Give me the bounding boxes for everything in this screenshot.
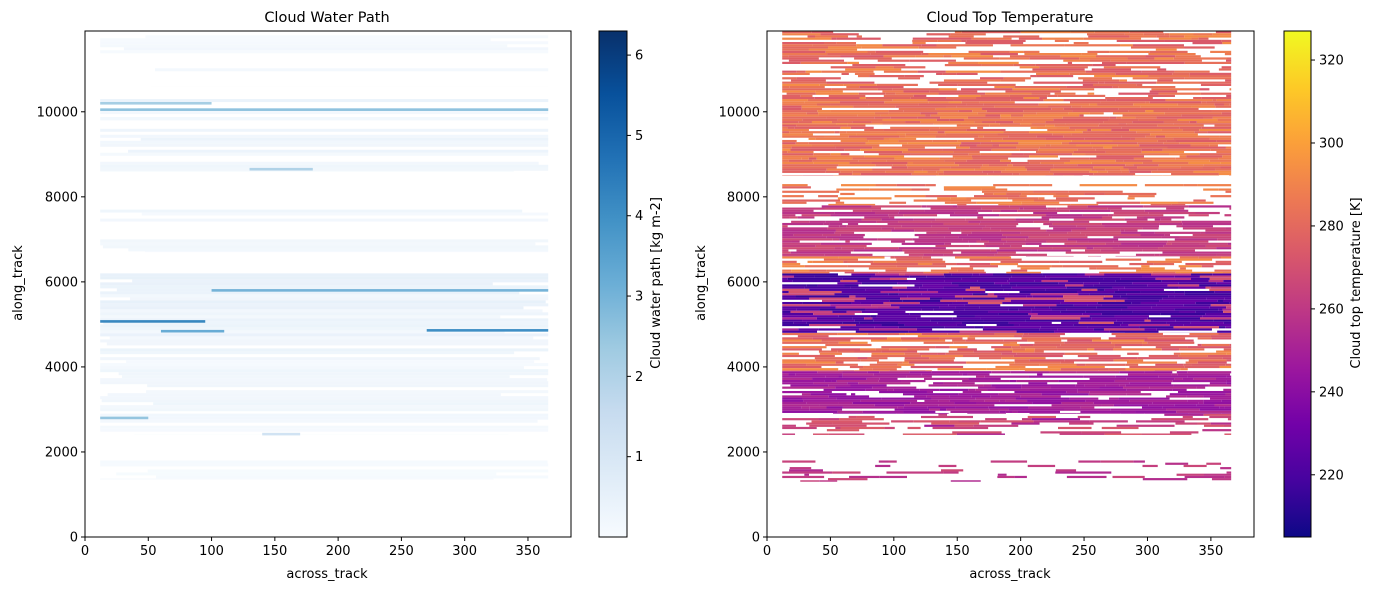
heatmap-band: [782, 273, 1232, 333]
y-tick-label: 2000: [727, 445, 760, 460]
heatmap-streak: [426, 329, 549, 332]
heatmap-band: [100, 209, 549, 222]
heatmap-band: [100, 324, 549, 355]
colorbar-tick-label: 260: [1319, 302, 1344, 317]
heatmap-band: [100, 128, 549, 172]
heatmap-band: [782, 460, 1232, 482]
y-axis: 0 2000 4000 6000 8000 10000: [719, 105, 767, 546]
colorbar: 220 240 260 280 300 320: [1283, 30, 1344, 538]
colorbar-tick-label: 280: [1319, 219, 1344, 234]
plot-frame: [84, 30, 572, 538]
x-tick-label: 0: [763, 544, 771, 559]
chart-title: Cloud Water Path: [264, 10, 389, 26]
x-tick-label: 350: [516, 544, 541, 559]
heatmap-band: [782, 184, 1232, 206]
heatmap-streak: [100, 416, 149, 420]
x-tick-label: 200: [1008, 544, 1033, 559]
x-tick-label: 150: [945, 544, 970, 559]
heatmap-streak: [211, 289, 549, 292]
x-tick-label: 0: [81, 544, 89, 559]
x-tick-label: 250: [389, 544, 414, 559]
colorbar-tick-label: 6: [635, 49, 643, 64]
x-tick-label: 200: [326, 544, 351, 559]
heatmap-band: [782, 31, 1232, 100]
colorbar-tick-label: 2: [635, 370, 643, 385]
heatmap-streak: [100, 101, 212, 105]
y-tick-label: 6000: [727, 275, 760, 290]
heatmap-band: [782, 256, 1232, 274]
heatmap-band: [782, 124, 1232, 176]
heatmap-streak: [262, 432, 301, 436]
heatmap-band: [782, 413, 1232, 435]
heatmap-area: [84, 30, 572, 538]
y-axis-label: along_track: [11, 245, 26, 321]
x-tick-label: 300: [452, 544, 477, 559]
heatmap-band: [782, 99, 1232, 125]
x-tick-label: 50: [822, 544, 839, 559]
heatmap-band: [782, 205, 1232, 257]
x-tick-label: 350: [1198, 544, 1223, 559]
x-tick-label: 100: [199, 544, 224, 559]
colorbar-tick-label: 4: [635, 209, 643, 224]
heatmap-streak: [249, 167, 313, 171]
y-tick-label: 10000: [719, 105, 760, 120]
heatmap-band: [100, 357, 549, 412]
colorbar-label: Cloud top temperature [K]: [1349, 197, 1364, 368]
heatmap-streak: [160, 329, 225, 333]
heatmap-streak: [100, 320, 206, 323]
heatmap-band: [100, 460, 549, 480]
colorbar-tick-label: 240: [1319, 385, 1344, 400]
colorbar-label: Cloud water path [kg m-2]: [649, 197, 664, 369]
y-tick-label: 4000: [45, 360, 78, 375]
colorbar-tick-label: 220: [1319, 468, 1344, 483]
y-axis-label: along_track: [694, 245, 709, 321]
colorbar-tick-label: 5: [635, 129, 643, 144]
x-tick-label: 50: [140, 544, 157, 559]
x-tick-label: 150: [262, 544, 287, 559]
cloud-top-temperature-panel: Cloud Top Temperature 0 50 100 150 200 250 300…: [694, 10, 1364, 582]
colorbar-gradient: [598, 30, 628, 538]
y-tick-label: 10000: [37, 105, 78, 120]
y-axis: 0 2000 4000 6000 8000 10000: [37, 105, 85, 546]
colorbar: 1 2 3 4 5 6: [598, 30, 643, 538]
heatmap-band: [782, 332, 1232, 372]
colorbar-tick-label: 320: [1319, 54, 1344, 69]
x-axis: 0 50 100 150 200 250 300 350: [81, 537, 541, 559]
y-tick-label: 6000: [45, 275, 78, 290]
heatmap-band: [100, 273, 549, 325]
heatmap-band: [100, 35, 549, 87]
y-tick-label: 0: [70, 531, 78, 546]
x-tick-label: 100: [881, 544, 906, 559]
x-axis-label: across_track: [969, 567, 1051, 582]
y-tick-label: 8000: [727, 190, 760, 205]
x-axis-label: across_track: [286, 567, 368, 582]
y-tick-label: 0: [752, 531, 760, 546]
x-axis: 0 50 100 150 200 250 300 350: [763, 537, 1223, 559]
heatmap-streak: [100, 108, 549, 111]
plot-frame: [766, 30, 1255, 538]
chart-title: Cloud Top Temperature: [927, 10, 1094, 26]
x-tick-label: 300: [1135, 544, 1160, 559]
heatmap-area: [766, 30, 1255, 538]
y-tick-label: 4000: [727, 360, 760, 375]
y-tick-label: 8000: [45, 190, 78, 205]
x-tick-label: 250: [1072, 544, 1097, 559]
colorbar-tick-label: 300: [1319, 136, 1344, 151]
heatmap-band: [782, 371, 1232, 414]
heatmap-band: [100, 239, 549, 253]
heatmap-band: [100, 413, 549, 435]
cloud-water-path-panel: Cloud Water Path 0 50 100 150 200 250 300 350 0…: [11, 10, 664, 582]
y-tick-label: 2000: [45, 445, 78, 460]
colorbar-gradient: [1283, 30, 1312, 538]
colorbar-tick-label: 3: [635, 290, 643, 305]
colorbar-tick-label: 1: [635, 450, 643, 465]
